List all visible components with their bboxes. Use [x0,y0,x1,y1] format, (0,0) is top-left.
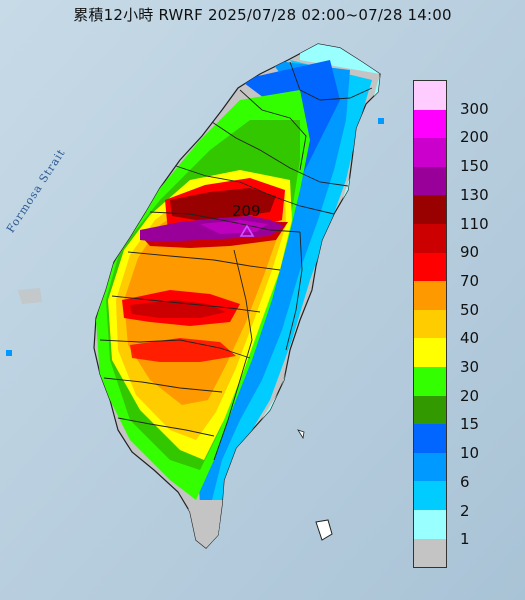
legend-swatch [414,166,446,196]
legend-label: 20 [460,386,480,405]
legend-label: 40 [460,329,480,348]
offshore-islands [6,118,384,541]
legend-swatch [414,81,446,110]
legend-label: 70 [460,271,480,290]
legend-label: 1 [460,530,470,549]
legend-swatch [414,481,446,510]
legend-label: 300 [460,99,489,118]
max-rain-value: 209 [232,202,261,220]
legend-swatch [414,138,446,167]
rainfall-legend [413,80,447,568]
legend-label: 200 [460,128,489,147]
legend-swatch [414,366,446,396]
legend-label: 110 [460,214,489,233]
max-rain-triangle-icon [239,224,255,237]
legend-label: 15 [460,415,480,434]
map-title: 累積12小時 RWRF 2025/07/28 02:00~07/28 14:00 [73,6,452,24]
legend-label: 130 [460,185,489,204]
legend-swatch [414,338,446,367]
legend-label: 150 [460,157,489,176]
legend-swatch [414,538,446,568]
legend-label: 30 [460,358,480,377]
legend-swatch [414,424,446,453]
legend-swatch [414,195,446,224]
legend-label: 10 [460,444,480,463]
legend-label: 90 [460,243,480,262]
county-borders [99,61,373,461]
legend-swatch [414,252,446,282]
legend-label: 2 [460,501,470,520]
legend-swatch [414,109,446,139]
legend-swatch [414,452,446,482]
legend-swatch [414,509,446,539]
legend-label: 6 [460,472,470,491]
legend-swatch [414,281,446,310]
legend-swatch [414,223,446,253]
legend-swatch [414,309,446,339]
rainfall-legend-labels: 300 200 150 130 110 90 70 50 40 30 20 15 10 6 2 1 [460,80,520,568]
legend-label: 50 [460,300,480,319]
legend-swatch [414,395,446,425]
